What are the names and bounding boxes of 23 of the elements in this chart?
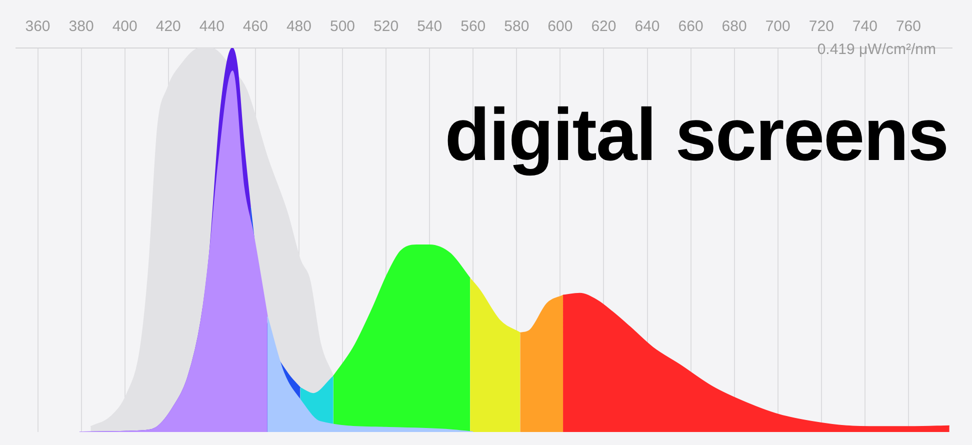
x-tick-label: 560 bbox=[460, 18, 486, 36]
x-tick-label: 420 bbox=[156, 18, 181, 36]
x-tick-label: 640 bbox=[634, 18, 660, 36]
x-tick-label: 520 bbox=[374, 18, 399, 36]
x-tick-label: 700 bbox=[765, 18, 790, 36]
x-tick-label: 760 bbox=[896, 18, 921, 36]
x-tick-label: 360 bbox=[25, 18, 50, 36]
x-tick-label: 380 bbox=[68, 18, 94, 36]
x-tick-label: 620 bbox=[591, 18, 616, 36]
x-tick-label: 660 bbox=[678, 18, 704, 36]
x-tick-label: 740 bbox=[852, 18, 878, 36]
x-tick-label: 440 bbox=[199, 18, 224, 36]
x-tick-label: 680 bbox=[722, 18, 747, 36]
x-tick-label: 540 bbox=[417, 18, 442, 36]
x-tick-label: 500 bbox=[330, 18, 356, 36]
text: digital screens bbox=[444, 92, 948, 177]
x-tick-label: 460 bbox=[242, 18, 268, 36]
x-tick-label: 580 bbox=[504, 18, 530, 36]
x-tick-label: 720 bbox=[808, 18, 834, 36]
x-tick-label: 480 bbox=[286, 18, 312, 36]
x-tick-label: 600 bbox=[548, 18, 573, 36]
x-tick-label: 400 bbox=[112, 18, 138, 36]
annotation: 0.419 μW/cm²/nm bbox=[817, 41, 936, 58]
